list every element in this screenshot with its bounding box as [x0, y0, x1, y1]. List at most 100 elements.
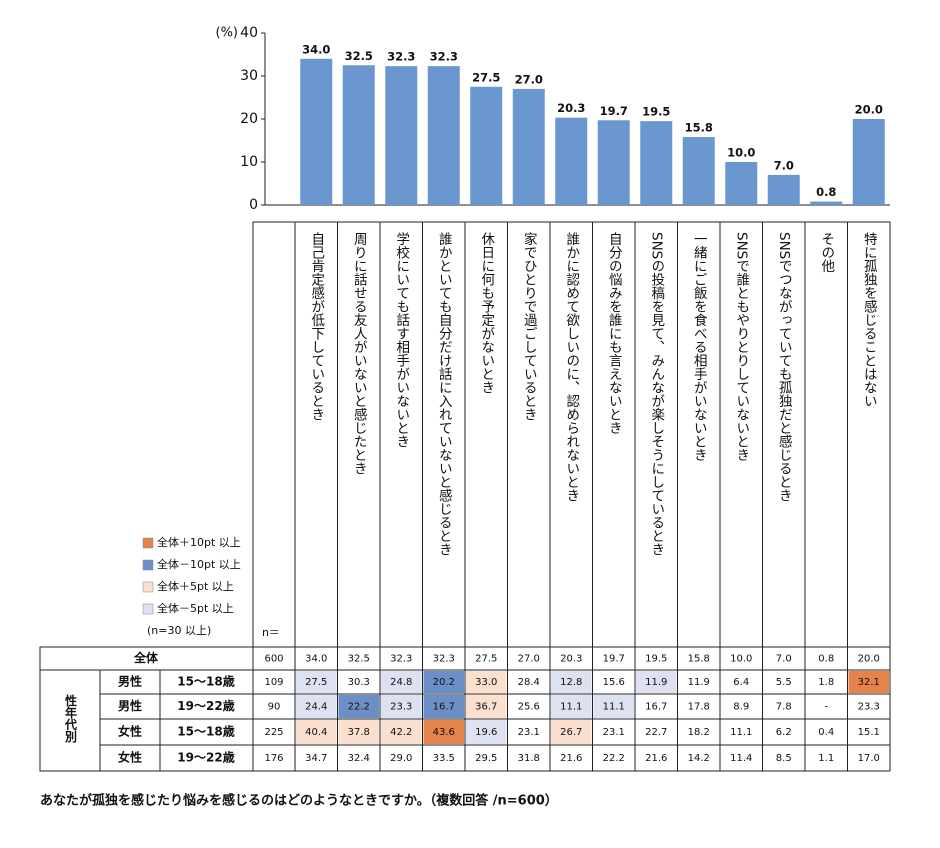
age: 15～18歳 — [177, 724, 234, 739]
cell: 1.8 — [818, 677, 834, 688]
cell: 31.8 — [518, 753, 540, 764]
cell-bg — [296, 695, 337, 718]
cell-bg — [296, 720, 337, 744]
cell-bg — [296, 671, 337, 693]
cell: 15.6 — [603, 677, 625, 688]
row-n: 90 — [268, 702, 281, 713]
cell: 17.0 — [858, 753, 880, 764]
bar — [470, 86, 503, 205]
cell: 27.0 — [518, 654, 540, 665]
bar — [597, 120, 630, 205]
value-label: 10.0 — [727, 146, 755, 160]
cell: 11.1 — [603, 702, 625, 713]
cell: 7.0 — [776, 654, 792, 665]
y-axis-label: (%) — [216, 26, 239, 41]
legend-label: 全体－5pt 以上 — [157, 601, 234, 615]
cell-bg — [338, 695, 379, 718]
value-label: 19.5 — [642, 105, 670, 119]
value-label: 27.0 — [515, 72, 543, 86]
cell: 17.8 — [688, 702, 710, 713]
cell: 19.7 — [603, 654, 625, 665]
cell: 22.2 — [348, 702, 370, 713]
cell-bg — [551, 720, 592, 744]
legend-swatch — [142, 559, 154, 571]
age: 19～22歳 — [177, 750, 234, 765]
cell: 43.6 — [433, 727, 455, 738]
value-label: 20.0 — [855, 103, 883, 117]
legend-swatch — [142, 537, 154, 549]
legend-swatch — [142, 603, 154, 615]
category-label: 自分の悩みを誰にも言えないとき — [606, 232, 623, 435]
cell: 0.4 — [818, 727, 834, 738]
cell: 11.9 — [688, 677, 710, 688]
cell: 26.7 — [560, 727, 582, 738]
y-tick-label: 0 — [249, 197, 258, 213]
legend-label: 全体－10pt 以上 — [157, 557, 241, 571]
value-label: 32.3 — [430, 50, 458, 64]
value-label: 32.5 — [345, 49, 373, 63]
cell: 24.8 — [390, 677, 412, 688]
cell-bg — [423, 671, 464, 693]
bar — [640, 121, 673, 205]
y-tick-label: 20 — [240, 111, 258, 127]
category-label: 周りに話せる友人がいないと感じたとき — [351, 232, 368, 475]
row-n: 225 — [264, 727, 283, 738]
value-label: 34.0 — [302, 42, 330, 56]
cell: 32.3 — [433, 654, 455, 665]
cell-bg — [848, 671, 889, 693]
cell: 23.3 — [858, 702, 880, 713]
cell: 14.2 — [688, 753, 710, 764]
category-label: 自己肯定感が低下しているとき — [308, 232, 325, 422]
cell: 32.5 — [348, 654, 370, 665]
cell: 16.7 — [433, 702, 455, 713]
bar — [682, 137, 715, 205]
cell: 16.7 — [645, 702, 667, 713]
cell: 6.2 — [776, 727, 792, 738]
footnote: あなたが孤独を感じたり悩みを感じるのはどのようなときですか。（複数回答 /n=6… — [40, 793, 558, 809]
cell: 21.6 — [560, 753, 582, 764]
cell: 12.8 — [560, 677, 582, 688]
cell: 10.0 — [730, 654, 752, 665]
cell: 18.2 — [688, 727, 710, 738]
category-label: 家でひとりで過ごしているとき — [521, 231, 538, 422]
cell: 37.8 — [348, 727, 370, 738]
category-label: SNSでつながっていても孤独だと感じるとき — [776, 232, 793, 503]
category-label: 誰かといても自分だけ話に入れていないと感じるとき — [436, 232, 453, 557]
age: 19～22歳 — [177, 698, 234, 713]
cell: 27.5 — [475, 654, 497, 665]
cell: 34.7 — [305, 753, 327, 764]
cell: 8.5 — [776, 753, 792, 764]
category-label: 誰かに認めて欲しいのに、認められないとき — [563, 232, 580, 503]
legend-label: 全体＋10pt 以上 — [157, 535, 241, 549]
cell: 11.1 — [560, 702, 582, 713]
cell: 25.6 — [518, 702, 540, 713]
cell: 20.2 — [433, 677, 455, 688]
cell: 20.0 — [858, 654, 880, 665]
cell: 7.8 — [776, 702, 792, 713]
cell: 23.1 — [518, 727, 540, 738]
cell: 19.6 — [475, 727, 497, 738]
cell: 22.7 — [645, 727, 667, 738]
value-label: 0.8 — [816, 185, 836, 199]
cell: 1.1 — [818, 753, 834, 764]
cell: 11.1 — [730, 727, 752, 738]
cell-bg — [423, 720, 464, 744]
cell-bg — [338, 720, 379, 744]
cell: 19.5 — [645, 654, 667, 665]
cell: 34.0 — [305, 654, 327, 665]
bar — [342, 65, 375, 205]
gender: 女性 — [118, 750, 142, 765]
cell: - — [824, 702, 828, 713]
row-n: 176 — [264, 753, 283, 764]
cell: 23.1 — [603, 727, 625, 738]
bar — [427, 66, 460, 205]
row-n: 600 — [264, 654, 283, 665]
category-label: 一緒にご飯を食べる相手がいないとき — [691, 232, 708, 462]
cell: 33.5 — [433, 753, 455, 764]
category-label: 特に孤独を感じることはない — [861, 232, 878, 408]
cell: 30.3 — [348, 677, 370, 688]
category-label: 学校にいても話す相手がいないとき — [393, 232, 410, 449]
n-header: n＝ — [262, 626, 280, 639]
cell: 24.4 — [305, 702, 327, 713]
bar — [512, 88, 545, 205]
